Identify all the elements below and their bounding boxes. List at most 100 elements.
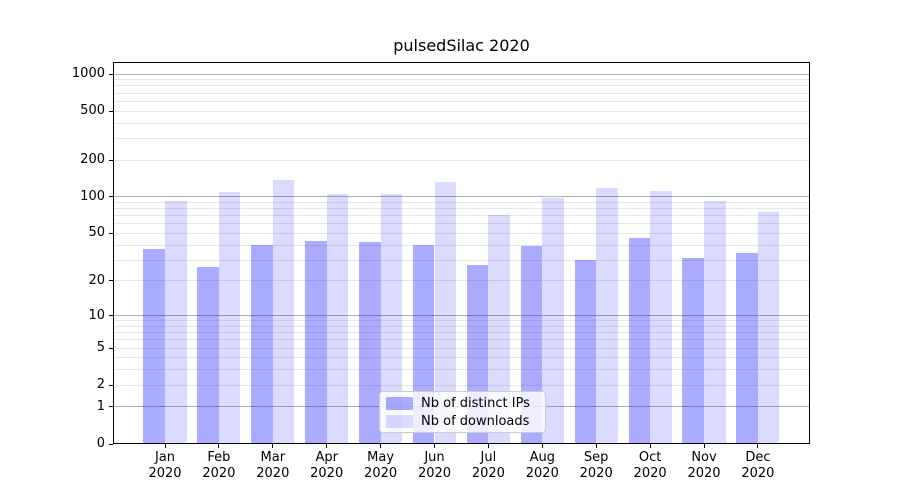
- bar-downloads-sep: [596, 187, 618, 444]
- bar-downloads-apr: [326, 194, 349, 444]
- x-tick-label: Jul 2020: [471, 449, 505, 481]
- y-tick-label: 50: [88, 225, 105, 241]
- y-tick-mark: [109, 196, 113, 198]
- x-tick-mark: [326, 444, 328, 448]
- x-tick-mark: [434, 444, 435, 448]
- x-tick-label: Aug 2020: [525, 449, 559, 481]
- minor-gridline: [114, 320, 809, 322]
- bar-distinct-ips-jan: [143, 248, 165, 444]
- y-tick-label: 5: [96, 340, 105, 356]
- x-tick-mark: [541, 444, 543, 448]
- x-tick-label: Jun 2020: [417, 449, 452, 481]
- minor-gridline: [114, 159, 809, 161]
- minor-gridline: [114, 100, 809, 102]
- x-tick-label: Dec 2020: [741, 449, 775, 481]
- bar-distinct-ips-nov: [682, 257, 704, 444]
- x-tick-mark: [380, 444, 382, 448]
- x-tick-label: Oct 2020: [633, 449, 667, 481]
- bar-downloads-mar: [272, 180, 295, 444]
- y-tick-label: 0: [96, 436, 105, 451]
- chart-title: pulsedSilac 2020: [393, 36, 530, 55]
- legend-label-distinct-ips: Nb of distinct IPs: [421, 395, 530, 411]
- minor-gridline: [114, 232, 809, 234]
- bar-downloads-feb: [218, 191, 241, 444]
- bar-downloads-oct: [650, 190, 672, 444]
- x-tick-label: Sep 2020: [579, 449, 613, 481]
- bar-distinct-ips-oct: [628, 238, 651, 444]
- y-tick-label: 2: [96, 377, 105, 393]
- bar-downloads-dec: [757, 211, 780, 444]
- bar-downloads-nov: [704, 200, 726, 444]
- minor-gridline: [114, 201, 809, 203]
- x-tick-mark: [164, 444, 166, 448]
- minor-gridline: [114, 79, 809, 81]
- bar-downloads-may: [380, 194, 403, 444]
- y-tick-mark: [109, 232, 113, 234]
- minor-gridline: [114, 339, 809, 341]
- y-tick-mark: [109, 73, 113, 75]
- bar-distinct-ips-dec: [736, 253, 758, 444]
- x-tick-label: May 2020: [364, 449, 398, 481]
- x-tick-mark: [649, 444, 651, 448]
- bar-downloads-jan: [165, 200, 187, 444]
- minor-gridline: [114, 223, 809, 225]
- minor-gridline: [114, 347, 809, 349]
- legend: Nb of distinct IPs Nb of downloads: [379, 391, 546, 433]
- major-gridline: [114, 73, 809, 75]
- minor-gridline: [114, 137, 809, 139]
- x-tick-label: Mar 2020: [256, 449, 290, 481]
- minor-gridline: [114, 85, 809, 87]
- y-tick-mark: [109, 315, 113, 317]
- y-tick-mark: [109, 280, 113, 282]
- minor-gridline: [114, 259, 809, 261]
- bar-distinct-ips-feb: [197, 267, 219, 444]
- x-tick-mark: [487, 444, 489, 448]
- minor-gridline: [114, 215, 809, 217]
- y-tick-mark: [109, 159, 113, 161]
- legend-label-downloads: Nb of downloads: [421, 413, 530, 429]
- minor-gridline: [114, 369, 809, 371]
- x-tick-mark: [218, 444, 220, 448]
- y-tick-mark: [109, 406, 113, 408]
- y-tick-mark: [109, 110, 113, 112]
- bar-distinct-ips-sep: [574, 259, 597, 444]
- y-tick-label: 500: [80, 103, 105, 119]
- minor-gridline: [114, 244, 809, 246]
- minor-gridline: [114, 325, 809, 327]
- x-tick-label: Nov 2020: [687, 449, 721, 481]
- minor-gridline: [114, 92, 809, 94]
- legend-swatch-downloads-icon: [386, 414, 413, 428]
- x-tick-mark: [595, 444, 597, 448]
- y-tick-label: 1: [96, 398, 105, 414]
- major-gridline: [114, 315, 809, 317]
- minor-gridline: [114, 384, 809, 386]
- bar-downloads-jun: [434, 181, 457, 444]
- x-tick-mark: [272, 444, 274, 448]
- bar-distinct-ips-may: [359, 242, 381, 444]
- minor-gridline: [114, 332, 809, 334]
- x-tick-mark: [703, 444, 705, 448]
- bar-distinct-ips-mar: [251, 244, 273, 444]
- major-gridline: [114, 196, 809, 198]
- legend-row-distinct-ips: Nb of distinct IPs: [386, 396, 538, 411]
- minor-gridline: [114, 280, 809, 282]
- bar-downloads-aug: [542, 197, 564, 444]
- bar-distinct-ips-apr: [305, 240, 327, 444]
- y-tick-label: 10: [88, 307, 105, 323]
- legend-swatch-distinct-ips-icon: [386, 396, 413, 410]
- bar-downloads-jul: [488, 215, 510, 444]
- x-tick-label: Jan 2020: [148, 449, 182, 481]
- minor-gridline: [114, 208, 809, 210]
- x-tick-mark: [757, 444, 759, 448]
- y-tick-label: 20: [88, 272, 105, 288]
- y-tick-label: 100: [80, 188, 105, 204]
- minor-gridline: [114, 357, 809, 359]
- x-tick-label: Apr 2020: [310, 449, 344, 481]
- y-tick-mark: [109, 347, 113, 349]
- y-tick-mark: [109, 443, 113, 445]
- y-tick-label: 1000: [71, 66, 105, 82]
- legend-row-downloads: Nb of downloads: [386, 414, 538, 429]
- minor-gridline: [114, 122, 809, 124]
- minor-gridline: [114, 110, 809, 112]
